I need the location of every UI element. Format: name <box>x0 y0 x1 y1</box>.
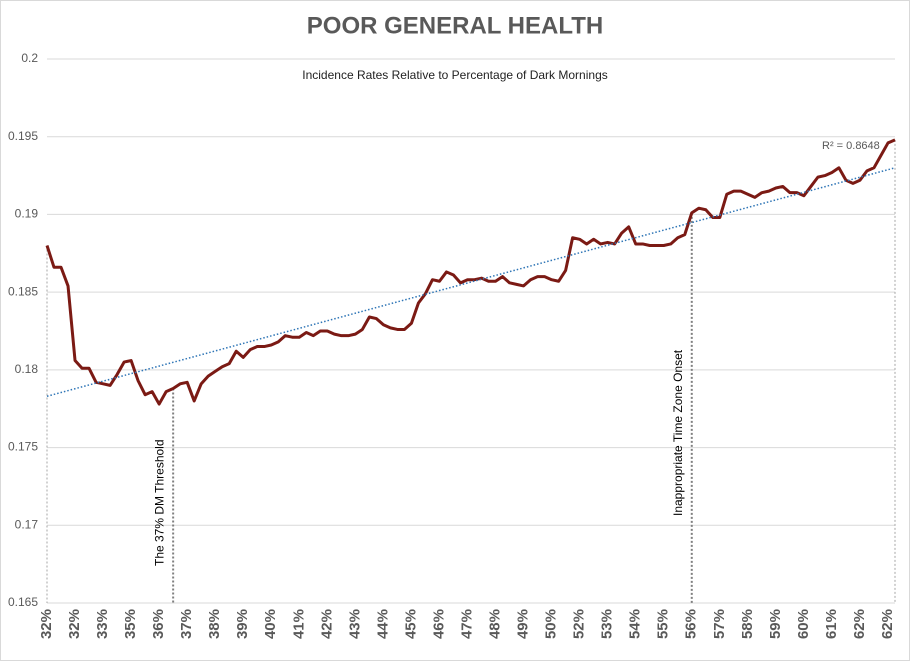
y-tick-label: 0.18 <box>15 362 39 376</box>
x-tick-label: 32% <box>66 609 83 639</box>
x-tick-label: 35% <box>122 609 139 639</box>
x-tick-label: 60% <box>795 609 812 639</box>
x-tick-label: 36% <box>150 609 167 639</box>
x-tick-label: 39% <box>234 609 251 639</box>
x-tick-label: 62% <box>879 609 896 639</box>
x-tick-label: 47% <box>458 609 475 639</box>
x-tick-label: 61% <box>823 609 840 639</box>
annotation-text: The 37% DM Threshold <box>152 439 166 566</box>
x-tick-label: 44% <box>374 609 391 639</box>
x-tick-label: 42% <box>318 609 335 639</box>
x-tick-label: 50% <box>543 609 560 639</box>
y-tick-label: 0.165 <box>8 595 38 609</box>
y-tick-label: 0.2 <box>21 51 38 65</box>
x-tick-label: 48% <box>486 609 503 639</box>
y-tick-label: 0.19 <box>15 207 39 221</box>
y-tick-label: 0.175 <box>8 440 38 454</box>
x-tick-label: 62% <box>851 609 868 639</box>
x-tick-label: 56% <box>683 609 700 639</box>
r-squared: R² = 0.8648 <box>822 140 880 152</box>
x-tick-label: 54% <box>627 609 644 639</box>
x-tick-label: 32% <box>38 609 55 639</box>
x-tick-label: 53% <box>599 609 616 639</box>
x-tick-label: 33% <box>94 609 111 639</box>
x-tick-label: 40% <box>262 609 279 639</box>
x-tick-label: 59% <box>767 609 784 639</box>
x-tick-label: 38% <box>206 609 223 639</box>
trendline <box>46 167 896 398</box>
x-tick-label: 57% <box>711 609 728 639</box>
data-line <box>45 138 896 406</box>
annotation-text: Inappropriate Time Zone Onset <box>671 349 685 516</box>
chart-title: POOR GENERAL HEALTH <box>307 12 603 39</box>
x-tick-label: 49% <box>515 609 532 639</box>
y-tick-label: 0.185 <box>8 284 38 298</box>
x-tick-label: 43% <box>346 609 363 639</box>
x-tick-label: 37% <box>178 609 195 639</box>
y-tick-label: 0.195 <box>8 129 38 143</box>
x-tick-label: 52% <box>571 609 588 639</box>
x-tick-label: 58% <box>739 609 756 639</box>
x-tick-label: 41% <box>290 609 307 639</box>
chart-subtitle: Incidence Rates Relative to Percentage o… <box>302 68 608 82</box>
y-tick-label: 0.17 <box>15 517 39 531</box>
x-tick-label: 45% <box>402 609 419 639</box>
x-tick-label: 46% <box>430 609 447 639</box>
x-tick-label: 55% <box>655 609 672 639</box>
